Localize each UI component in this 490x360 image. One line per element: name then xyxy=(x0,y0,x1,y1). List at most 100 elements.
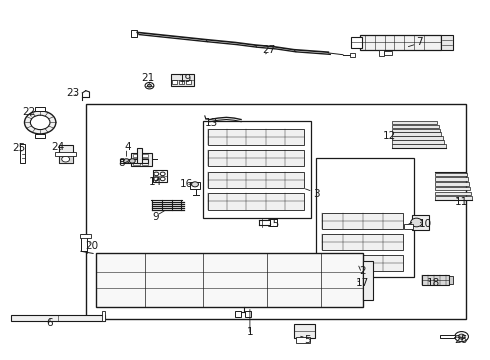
Bar xyxy=(392,121,437,124)
Bar xyxy=(142,154,148,157)
Bar xyxy=(137,148,142,163)
Bar xyxy=(449,276,453,284)
Text: 12: 12 xyxy=(383,131,396,141)
Text: 7: 7 xyxy=(416,37,422,48)
Bar xyxy=(322,234,403,250)
Bar xyxy=(208,129,304,145)
Text: 15: 15 xyxy=(267,219,280,229)
Text: 2: 2 xyxy=(359,266,366,276)
Text: 26: 26 xyxy=(454,335,467,345)
Circle shape xyxy=(24,111,56,134)
Text: 6: 6 xyxy=(47,318,53,328)
Bar xyxy=(120,159,148,163)
Bar xyxy=(353,280,361,284)
Bar xyxy=(133,154,140,157)
Circle shape xyxy=(154,177,159,181)
Bar xyxy=(316,158,414,277)
Bar xyxy=(142,162,148,165)
Circle shape xyxy=(458,334,465,339)
Bar xyxy=(35,107,45,111)
Bar xyxy=(131,153,152,166)
Bar xyxy=(102,311,105,321)
Text: 25: 25 xyxy=(12,143,25,153)
Text: 11: 11 xyxy=(455,197,468,207)
Bar xyxy=(435,192,471,195)
Circle shape xyxy=(160,172,165,176)
Bar xyxy=(435,177,468,181)
Bar xyxy=(422,275,449,285)
Text: 17: 17 xyxy=(356,278,369,288)
Bar xyxy=(235,311,241,317)
Bar xyxy=(20,144,25,163)
Bar xyxy=(171,74,194,86)
Bar xyxy=(384,51,392,55)
Text: 13: 13 xyxy=(205,118,219,128)
Bar xyxy=(133,162,140,165)
Text: 1: 1 xyxy=(246,327,253,337)
Bar xyxy=(208,193,304,210)
Circle shape xyxy=(411,218,422,227)
Bar xyxy=(270,219,277,226)
Text: 3: 3 xyxy=(313,189,319,199)
Circle shape xyxy=(192,182,198,187)
Text: 20: 20 xyxy=(86,240,98,251)
Bar xyxy=(392,132,441,136)
Text: 21: 21 xyxy=(141,73,155,84)
Text: 18: 18 xyxy=(427,278,441,288)
Text: 9: 9 xyxy=(152,212,159,222)
Bar xyxy=(179,80,184,84)
Bar xyxy=(351,37,362,48)
Bar xyxy=(353,274,368,282)
Bar xyxy=(350,53,355,57)
Circle shape xyxy=(62,156,70,162)
Bar xyxy=(55,152,76,156)
Bar xyxy=(131,30,137,37)
Bar xyxy=(172,80,177,84)
Bar xyxy=(322,213,403,229)
Bar xyxy=(296,337,310,343)
Bar xyxy=(392,129,440,132)
Text: 5: 5 xyxy=(304,335,311,345)
Circle shape xyxy=(147,84,151,87)
Text: 16: 16 xyxy=(179,179,193,189)
Bar xyxy=(412,215,429,230)
Text: 4: 4 xyxy=(124,142,131,152)
Bar xyxy=(59,155,73,163)
Bar xyxy=(392,125,439,128)
Bar xyxy=(440,335,455,338)
Bar xyxy=(142,158,148,161)
Bar xyxy=(363,261,373,300)
Bar xyxy=(435,196,472,200)
Bar xyxy=(435,182,469,186)
Bar xyxy=(294,324,315,338)
Bar xyxy=(360,35,441,50)
Bar xyxy=(322,255,403,271)
Bar xyxy=(435,173,467,176)
Bar xyxy=(441,35,453,50)
Text: 27: 27 xyxy=(262,45,275,55)
Bar xyxy=(392,140,444,144)
Bar xyxy=(86,104,465,319)
Bar xyxy=(96,253,363,307)
Bar xyxy=(133,158,140,161)
Text: 23: 23 xyxy=(66,88,79,98)
Bar xyxy=(190,182,200,189)
Bar xyxy=(80,234,91,238)
Bar xyxy=(11,315,105,321)
Text: 22: 22 xyxy=(22,107,35,117)
Text: 8: 8 xyxy=(118,158,125,168)
Text: 24: 24 xyxy=(51,142,65,152)
Bar xyxy=(59,145,73,163)
Bar xyxy=(208,150,304,166)
Bar xyxy=(81,234,87,251)
Circle shape xyxy=(455,332,468,342)
Bar xyxy=(392,136,443,140)
Circle shape xyxy=(123,159,129,163)
Bar xyxy=(404,224,413,229)
Text: 19: 19 xyxy=(178,74,192,84)
Circle shape xyxy=(160,177,165,181)
Bar xyxy=(153,170,167,182)
Circle shape xyxy=(154,172,159,176)
Circle shape xyxy=(145,82,154,89)
Text: 14: 14 xyxy=(149,177,163,187)
